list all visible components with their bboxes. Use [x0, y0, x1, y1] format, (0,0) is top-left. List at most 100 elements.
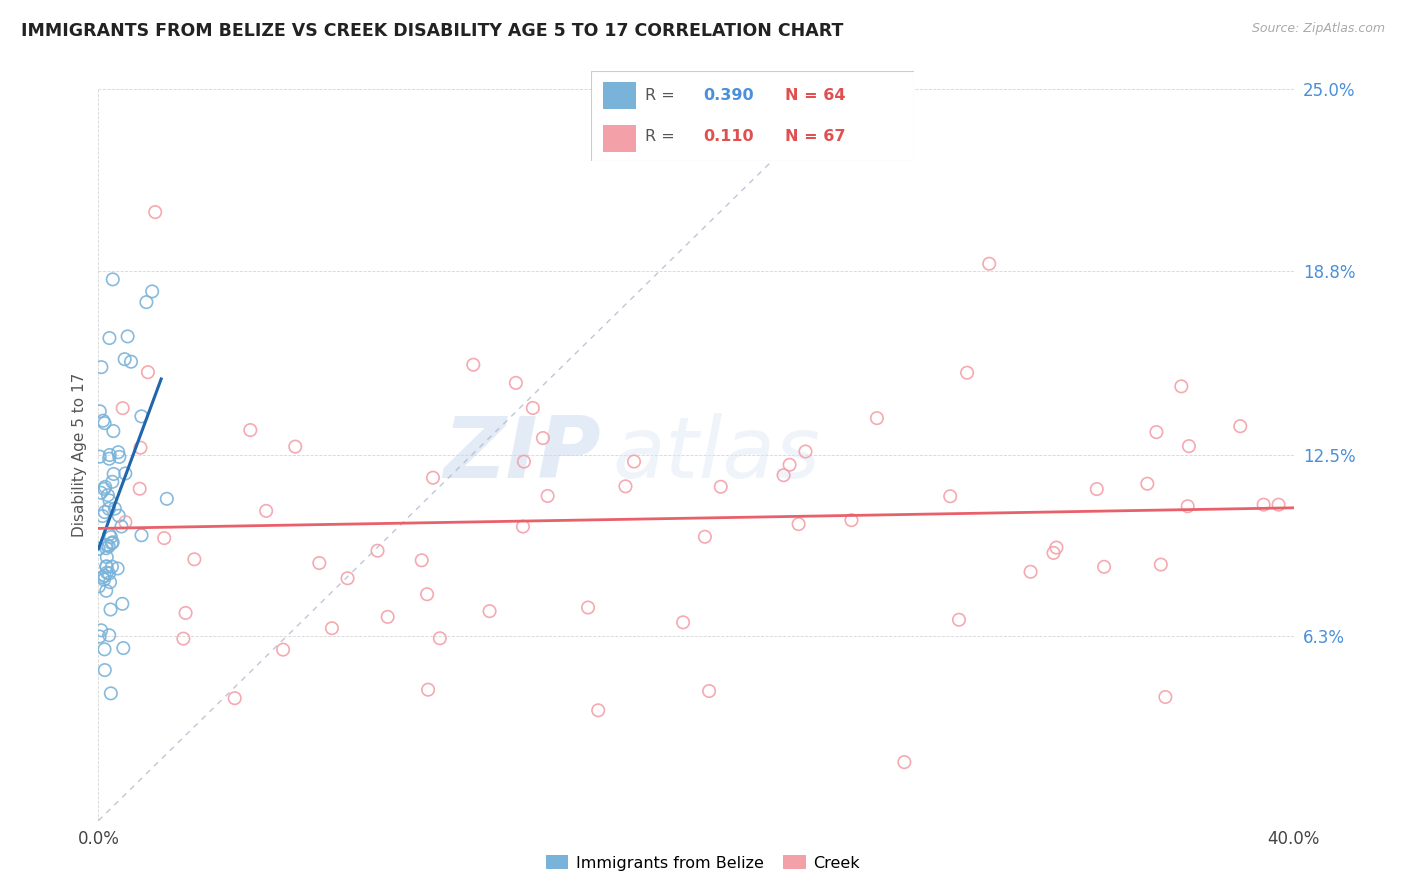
Point	[183, 552, 205, 566]
Point	[94, 663, 117, 677]
Point	[120, 354, 142, 368]
Text: ZIP: ZIP	[443, 413, 600, 497]
Point	[531, 431, 554, 445]
Point	[90, 485, 112, 500]
Point	[422, 471, 444, 485]
Point	[96, 538, 118, 552]
Point	[89, 404, 111, 418]
Point	[87, 541, 110, 556]
Point	[98, 628, 121, 642]
Point	[100, 536, 122, 550]
Point	[96, 550, 118, 565]
Point	[100, 686, 122, 700]
Point	[416, 682, 439, 697]
Text: R =: R =	[645, 129, 681, 145]
Point	[693, 530, 716, 544]
Point	[107, 508, 129, 523]
Point	[416, 587, 439, 601]
Point	[956, 366, 979, 380]
Bar	[603, 125, 636, 152]
Bar	[603, 82, 636, 109]
Point	[794, 444, 817, 458]
Point	[614, 479, 637, 493]
Text: 0.110: 0.110	[704, 129, 755, 145]
Point	[111, 597, 134, 611]
Point	[254, 504, 277, 518]
Point	[537, 489, 560, 503]
Text: IMMIGRANTS FROM BELIZE VS CREEK DISABILITY AGE 5 TO 17 CORRELATION CHART: IMMIGRANTS FROM BELIZE VS CREEK DISABILI…	[21, 22, 844, 40]
Point	[89, 630, 111, 644]
Point	[893, 755, 915, 769]
Point	[131, 409, 153, 424]
Point	[103, 467, 125, 481]
Point	[271, 642, 294, 657]
Point	[1085, 482, 1108, 496]
Point	[96, 583, 118, 598]
Point	[779, 458, 801, 472]
Point	[939, 489, 962, 503]
Point	[98, 527, 121, 541]
Point	[239, 423, 262, 437]
Point	[108, 450, 131, 464]
Point	[96, 566, 118, 580]
Point	[522, 401, 544, 415]
Legend: Immigrants from Belize, Creek: Immigrants from Belize, Creek	[540, 849, 866, 877]
Point	[367, 543, 389, 558]
Point	[87, 579, 110, 593]
Point	[98, 566, 121, 581]
Point	[90, 624, 112, 638]
Point	[429, 632, 451, 646]
Point	[98, 451, 121, 466]
Point	[101, 535, 124, 549]
Point	[101, 272, 124, 286]
Point	[411, 553, 433, 567]
Point	[866, 411, 889, 425]
Point	[336, 571, 359, 585]
Point	[93, 642, 115, 657]
Point	[93, 416, 115, 430]
Point	[505, 376, 527, 390]
Point	[308, 556, 330, 570]
Point	[136, 365, 159, 379]
Point	[96, 541, 118, 556]
Point	[1170, 379, 1192, 393]
Point	[979, 257, 1001, 271]
Point	[586, 703, 609, 717]
Point	[96, 559, 118, 574]
Text: atlas: atlas	[613, 413, 820, 497]
Point	[576, 600, 599, 615]
Point	[463, 358, 485, 372]
Point	[1229, 419, 1251, 434]
Point	[172, 632, 194, 646]
Point	[1092, 559, 1115, 574]
Point	[153, 531, 176, 545]
Point	[321, 621, 343, 635]
Point	[1177, 500, 1199, 514]
Point	[107, 445, 129, 459]
Point	[224, 691, 246, 706]
Point	[97, 488, 120, 502]
Point	[1154, 690, 1177, 704]
Point	[1144, 425, 1167, 439]
Point	[114, 467, 136, 481]
Point	[513, 454, 536, 468]
Point	[1042, 546, 1064, 560]
Point	[91, 570, 114, 584]
Point	[772, 468, 794, 483]
Point	[135, 295, 157, 310]
Point	[1136, 476, 1159, 491]
Point	[128, 482, 150, 496]
Point	[1253, 498, 1275, 512]
Point	[93, 505, 115, 519]
Point	[697, 684, 720, 698]
Point	[91, 509, 114, 524]
Text: 0.390: 0.390	[704, 88, 755, 103]
Point	[101, 559, 124, 574]
Point	[114, 352, 136, 367]
Point	[1019, 565, 1042, 579]
Point	[478, 604, 501, 618]
Point	[107, 561, 129, 575]
Point	[1150, 558, 1173, 572]
Point	[1045, 541, 1067, 555]
Point	[117, 329, 139, 343]
